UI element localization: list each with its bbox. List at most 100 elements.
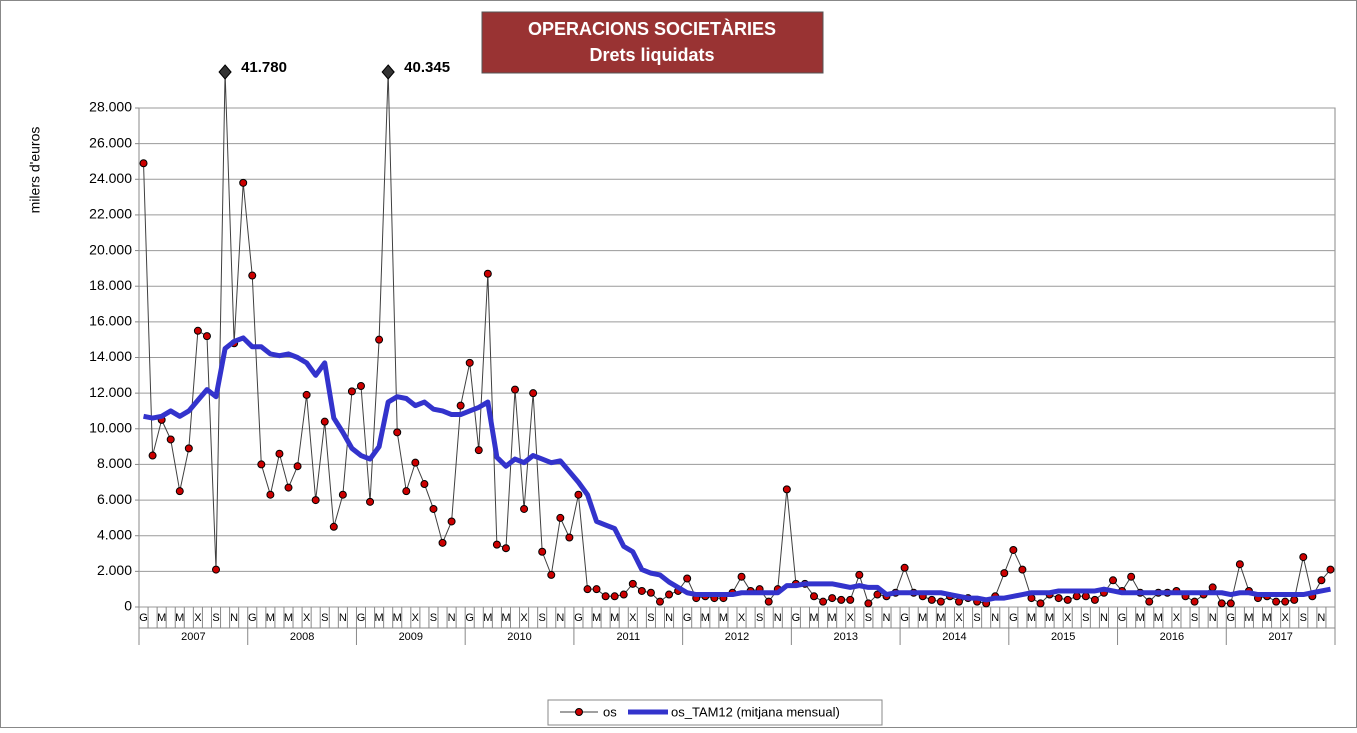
x-tick-label: X xyxy=(1281,612,1289,624)
x-tick-label: X xyxy=(194,612,202,624)
year-label: 2015 xyxy=(1051,631,1075,643)
x-tick-label: M xyxy=(610,612,619,624)
point xyxy=(184,444,193,453)
year-label: 2007 xyxy=(181,631,205,643)
x-tick-label: S xyxy=(1082,612,1089,624)
x-tick-label: N xyxy=(339,612,347,624)
legend-label: os xyxy=(603,704,617,719)
point xyxy=(501,544,510,553)
x-tick-label: S xyxy=(430,612,437,624)
x-tick-label: M xyxy=(1027,612,1036,624)
x-tick-label: M xyxy=(393,612,402,624)
point xyxy=(1299,553,1308,562)
point xyxy=(855,570,864,579)
year-label: 2010 xyxy=(507,631,531,643)
point xyxy=(1217,599,1226,608)
point xyxy=(574,490,583,499)
point xyxy=(248,271,257,280)
y-tick-label: 8.000 xyxy=(97,455,132,471)
y-tick-label: 6.000 xyxy=(97,491,132,507)
year-label: 2012 xyxy=(725,631,749,643)
x-tick-label: M xyxy=(1244,612,1253,624)
x-tick-label: M xyxy=(701,612,710,624)
chart-title: OPERACIONS SOCIETÀRIES xyxy=(528,18,776,39)
point xyxy=(275,449,284,458)
x-tick-label: S xyxy=(647,612,654,624)
point xyxy=(302,390,311,399)
point xyxy=(1281,597,1290,606)
point xyxy=(601,592,610,601)
x-tick-label: M xyxy=(809,612,818,624)
x-tick-label: N xyxy=(991,612,999,624)
point xyxy=(520,504,529,513)
year-label: 2017 xyxy=(1268,631,1292,643)
y-tick-label: 4.000 xyxy=(97,526,132,542)
point xyxy=(556,513,565,522)
point xyxy=(583,585,592,594)
point xyxy=(846,595,855,604)
x-tick-label: S xyxy=(321,612,328,624)
x-tick-label: N xyxy=(774,612,782,624)
point xyxy=(538,547,547,556)
x-tick-label: M xyxy=(1262,612,1271,624)
point xyxy=(737,572,746,581)
x-tick-label: X xyxy=(955,612,963,624)
point xyxy=(483,269,492,278)
point xyxy=(393,428,402,437)
y-tick-label: 12.000 xyxy=(89,384,132,400)
point xyxy=(873,590,882,599)
point xyxy=(1063,595,1072,604)
point xyxy=(665,590,674,599)
point xyxy=(819,597,828,606)
year-label: 2009 xyxy=(399,631,423,643)
x-tick-label: N xyxy=(1209,612,1217,624)
point xyxy=(320,417,329,426)
point xyxy=(637,586,646,595)
x-tick-label: M xyxy=(936,612,945,624)
y-tick-label: 24.000 xyxy=(89,170,132,186)
y-tick-label: 0 xyxy=(124,598,132,614)
x-tick-label: S xyxy=(973,612,980,624)
y-tick-label: 14.000 xyxy=(89,348,132,364)
x-tick-label: G xyxy=(1227,612,1236,624)
x-tick-label: M xyxy=(592,612,601,624)
y-axis-label: milers d'euros xyxy=(27,127,43,214)
x-tick-label: M xyxy=(1136,612,1145,624)
point xyxy=(293,462,302,471)
x-tick-label: X xyxy=(303,612,311,624)
point xyxy=(655,597,664,606)
point xyxy=(828,594,837,603)
x-tick-label: X xyxy=(1173,612,1181,624)
year-label: 2016 xyxy=(1160,631,1184,643)
point xyxy=(202,332,211,341)
point xyxy=(619,590,628,599)
point xyxy=(936,597,945,606)
x-tick-label: S xyxy=(756,612,763,624)
point xyxy=(1127,572,1136,581)
point xyxy=(420,480,429,489)
point xyxy=(447,517,456,526)
point xyxy=(266,490,275,499)
point xyxy=(1190,597,1199,606)
point xyxy=(1018,565,1027,574)
point xyxy=(1235,560,1244,569)
year-label: 2008 xyxy=(290,631,314,643)
point xyxy=(864,599,873,608)
point xyxy=(411,458,420,467)
x-tick-label: X xyxy=(1064,612,1072,624)
x-tick-label: M xyxy=(483,612,492,624)
point xyxy=(492,540,501,549)
point xyxy=(347,387,356,396)
x-tick-label: S xyxy=(212,612,219,624)
point xyxy=(311,496,320,505)
point xyxy=(837,595,846,604)
point xyxy=(239,178,248,187)
year-label: 2014 xyxy=(942,631,966,643)
point xyxy=(782,485,791,494)
point xyxy=(166,435,175,444)
x-tick-label: X xyxy=(847,612,855,624)
point xyxy=(402,487,411,496)
x-tick-label: M xyxy=(284,612,293,624)
point xyxy=(1054,594,1063,603)
